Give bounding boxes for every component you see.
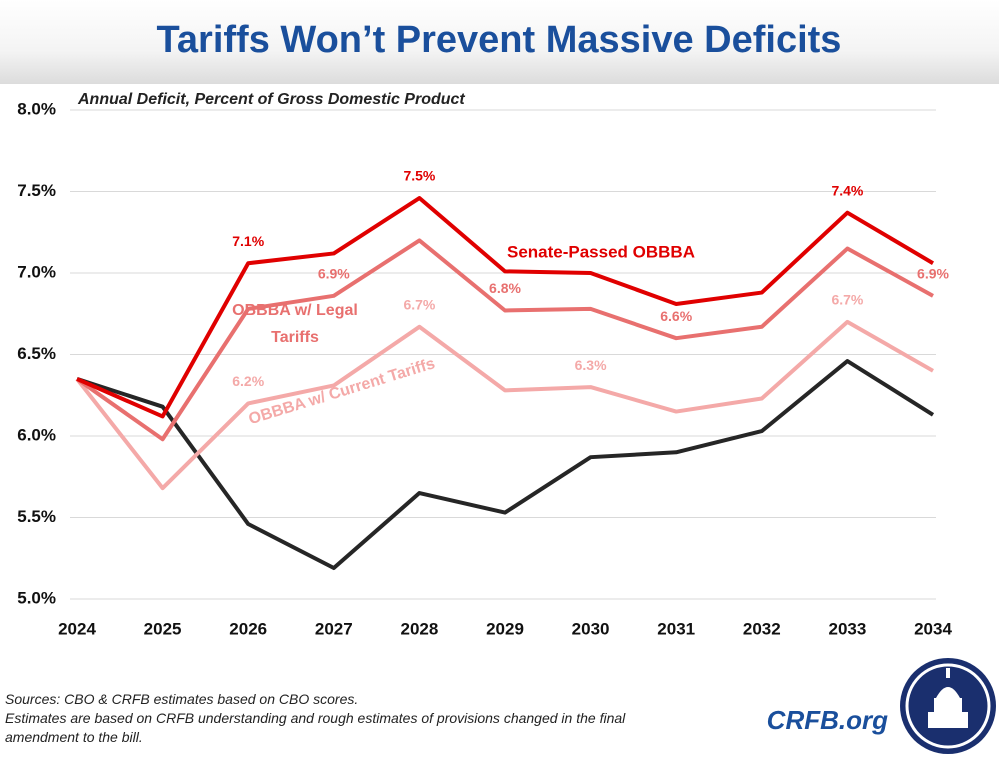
y-tick-label: 5.5% (17, 507, 56, 526)
title-banner (0, 0, 999, 84)
data-label: 6.7% (831, 292, 863, 308)
series-line (76, 196, 935, 419)
data-label: 7.5% (403, 168, 435, 184)
data-label: 6.6% (660, 308, 692, 324)
x-tick-label: 2033 (828, 619, 866, 638)
series-label: OBBBA w/ Legal Tariffs (232, 302, 358, 346)
series-line (76, 359, 935, 571)
y-tick-label: 7.5% (17, 181, 56, 200)
x-tick-label: 2030 (572, 619, 610, 638)
data-label: 7.4% (831, 182, 863, 198)
y-tick-label: 8.0% (17, 99, 56, 118)
data-label: 6.8% (489, 280, 521, 296)
notes: Estimates are based on CRFB understandin… (5, 710, 626, 745)
data-label: 7.1% (232, 233, 264, 249)
x-tick-label: 2025 (144, 619, 182, 638)
chart-title: Tariffs Won’t Prevent Massive Deficits (157, 19, 842, 61)
data-label: 6.9% (917, 266, 949, 282)
data-label: 6.7% (403, 296, 435, 312)
data-label: 6.3% (575, 357, 607, 373)
series-label: OBBBA w/ Current Tariffs (247, 355, 437, 428)
x-tick-label: 2031 (657, 619, 695, 638)
series-label: Senate-Passed OBBBA (507, 242, 695, 261)
data-label: 6.2% (232, 373, 264, 389)
data-label: 6.9% (318, 266, 350, 282)
chart-subtitle: Annual Deficit, Percent of Gross Domesti… (77, 91, 465, 108)
x-tick-label: 2026 (229, 619, 267, 638)
x-tick-label: 2024 (58, 619, 96, 638)
sources: Sources: CBO & CRFB estimates based on C… (5, 691, 359, 707)
x-tick-label: 2034 (914, 619, 952, 638)
series-line (75, 319, 934, 491)
x-tick-label: 2032 (743, 619, 781, 638)
series-line (75, 238, 934, 442)
y-tick-label: 6.5% (17, 344, 56, 363)
y-tick-label: 7.0% (17, 262, 56, 281)
logo (900, 658, 996, 754)
brand: CRFB.org (767, 705, 888, 735)
x-tick-label: 2029 (486, 619, 524, 638)
y-tick-label: 6.0% (17, 425, 56, 444)
y-tick-label: 5.0% (17, 588, 56, 607)
x-tick-label: 2028 (400, 619, 438, 638)
x-tick-label: 2027 (315, 619, 353, 638)
